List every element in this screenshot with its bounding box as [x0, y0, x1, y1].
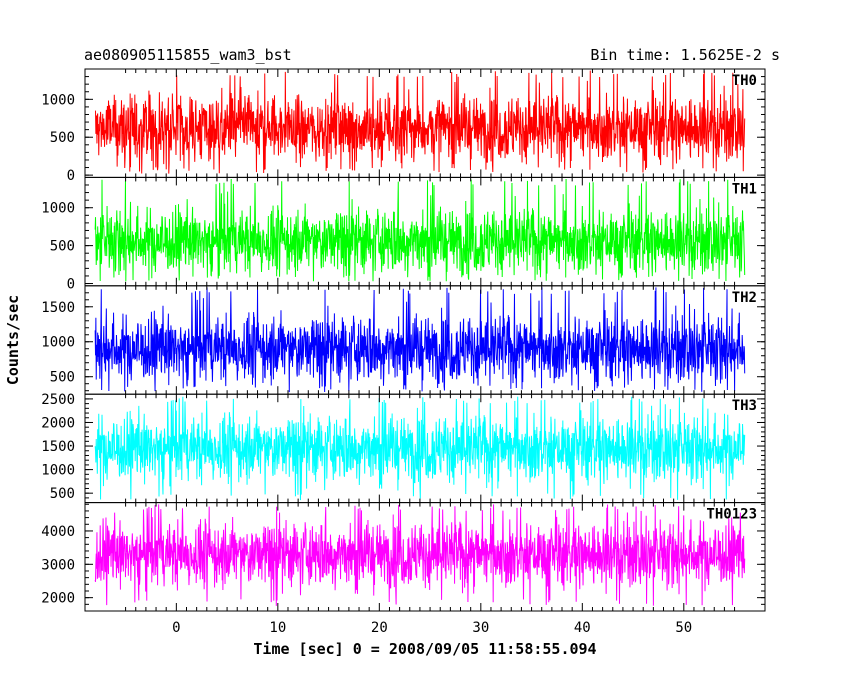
y-axis-label: Counts/sec [4, 295, 22, 385]
y-tick-label: 1500 [41, 300, 75, 316]
series-line-th0 [95, 70, 746, 174]
y-tick-label: 1500 [41, 439, 75, 455]
y-tick-label: 1000 [41, 463, 75, 479]
x-tick-label: 40 [574, 620, 591, 636]
y-tick-label: 2000 [41, 415, 75, 431]
series-line-th0123 [94, 504, 746, 606]
x-axis: 0 10 20 30 40 50 [172, 620, 692, 636]
y-tick-label: 1000 [41, 335, 75, 351]
panel-label-th1: TH1 [732, 181, 757, 197]
x-axis-label: Time [sec] 0 = 2008/09/05 11:58:55.094 [253, 640, 596, 658]
y-tick-label: 500 [50, 486, 75, 502]
y-tick-label: 2500 [41, 392, 75, 408]
chart-panels: 0 500 1000 TH0 0 500 1000 TH1 500 1000 1500 TH2 500 1… [41, 68, 766, 612]
panel-frame [84, 502, 766, 612]
bin-time-label: Bin time: 1.5625E-2 s [590, 46, 780, 64]
series-line-th1 [94, 178, 746, 282]
panel-th0: 0 500 1000 TH0 [41, 68, 766, 184]
panel-th1: 0 500 1000 TH1 [41, 176, 766, 293]
y-tick-label: 1000 [41, 201, 75, 217]
y-tick-label: 0 [67, 168, 75, 184]
series-line-th2 [94, 287, 746, 393]
panel-label-th3: TH3 [732, 398, 757, 414]
y-tick-label: 0 [67, 277, 75, 293]
x-tick-label: 30 [472, 620, 489, 636]
x-tick-label: 50 [675, 620, 692, 636]
panel-label-th0123: TH0123 [706, 507, 757, 523]
x-tick-label: 10 [269, 620, 286, 636]
y-tick-label: 500 [50, 130, 75, 146]
y-tick-label: 1000 [41, 92, 75, 108]
panel-label-th0: TH0 [732, 73, 757, 89]
chart-title: ae080905115855_wam3_bst [84, 46, 292, 64]
x-tick-label: 20 [371, 620, 388, 636]
y-tick-label: 3000 [41, 557, 75, 573]
y-tick-label: 500 [50, 239, 75, 255]
panel-th0123: 2000 3000 4000 TH0123 [41, 502, 766, 612]
y-tick-label: 500 [50, 370, 75, 386]
panel-label-th2: TH2 [732, 290, 757, 306]
x-tick-label: 0 [172, 620, 180, 636]
y-tick-label: 2000 [41, 591, 75, 607]
series-line-th3 [94, 396, 746, 501]
panel-th3: 500 1000 1500 2000 2500 TH3 [41, 392, 766, 504]
y-tick-label: 4000 [41, 524, 75, 540]
panel-th2: 500 1000 1500 TH2 [41, 285, 766, 395]
